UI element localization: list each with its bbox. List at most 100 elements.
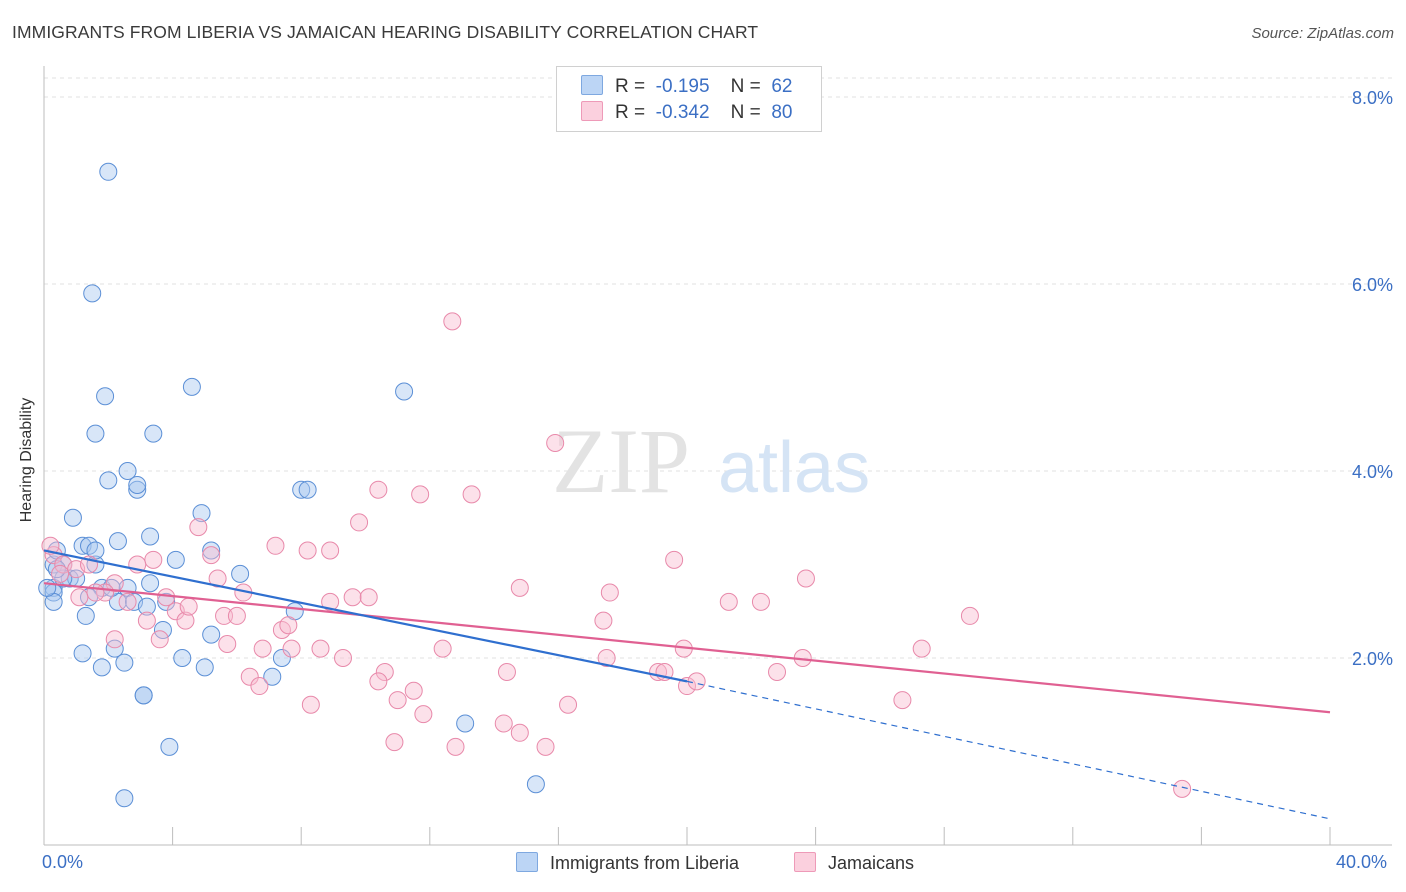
jamaican-point	[369, 672, 388, 691]
liberia-point	[173, 649, 192, 667]
legend-swatch-jamaicans	[794, 852, 816, 872]
liberia-point	[86, 424, 105, 443]
jamaican-point	[559, 695, 578, 714]
liberia-point	[298, 480, 317, 499]
y-tick-label: 2.0%	[1352, 649, 1393, 669]
jamaican-point	[150, 630, 169, 649]
liberia-point	[63, 508, 82, 527]
jamaican-point	[218, 634, 237, 653]
jamaican-point	[960, 606, 979, 625]
jamaican-points	[41, 312, 1192, 798]
jamaican-point	[208, 569, 227, 588]
jamaican-point	[105, 630, 124, 649]
x-min-label: 0.0%	[42, 852, 84, 872]
jamaican-point	[250, 677, 269, 696]
legend-label-jamaicans: Jamaicans	[828, 853, 915, 873]
jamaican-point	[298, 541, 317, 560]
jamaican-point	[311, 639, 330, 658]
jamaican-point	[144, 550, 163, 569]
liberia-point	[108, 532, 127, 551]
correlation-legend: R = -0.195 N = 62 R = -0.342 N = 80	[556, 66, 822, 132]
jamaican-point	[215, 606, 234, 625]
series-legend: Immigrants from Liberia Jamaicans	[0, 852, 1406, 878]
jamaican-point	[105, 574, 124, 593]
jamaican-point	[751, 592, 770, 611]
legend-row-liberia: R = -0.195 N = 62	[581, 75, 792, 101]
watermark-atlas: atlas	[718, 428, 870, 508]
y-tick-labels: 2.0% 4.0% 6.0% 8.0%	[1352, 88, 1393, 669]
r-value-jamaicans: -0.342	[655, 102, 710, 123]
liberia-point	[118, 462, 137, 480]
jamaican-point	[687, 672, 706, 691]
n-value-liberia: 62	[771, 76, 793, 97]
jamaican-point	[369, 480, 388, 499]
jamaican-point	[70, 588, 89, 607]
liberia-point	[141, 574, 160, 593]
legend-swatch-jamaicans	[581, 101, 603, 121]
jamaican-point	[446, 737, 465, 756]
liberia-point	[115, 789, 134, 808]
n-label: N =	[730, 76, 761, 97]
jamaican-point	[282, 639, 301, 658]
x-max-label: 40.0%	[1336, 852, 1388, 872]
n-label: N =	[730, 102, 761, 123]
jamaican-point	[414, 705, 433, 724]
jamaican-point	[912, 639, 931, 658]
liberia-points	[38, 162, 545, 808]
jamaican-point	[385, 733, 404, 752]
n-value-jamaicans: 80	[771, 102, 793, 123]
liberia-point	[153, 620, 172, 639]
jamaican-point	[443, 312, 462, 331]
liberia-point	[115, 653, 134, 672]
jamaican-point	[321, 541, 340, 560]
jamaican-point	[597, 649, 616, 667]
jamaican-point	[189, 518, 208, 537]
liberia-point	[99, 471, 118, 490]
jamaican-point	[433, 639, 452, 658]
liberia-point	[292, 480, 311, 499]
legend-label-liberia: Immigrants from Liberia	[550, 853, 740, 873]
jamaican-point	[137, 611, 156, 630]
jamaican-point	[350, 513, 369, 532]
jamaican-point	[51, 564, 70, 583]
jamaican-point	[665, 550, 684, 569]
liberia-point	[83, 284, 102, 303]
liberia-point	[456, 714, 475, 733]
liberia-point	[80, 536, 99, 555]
liberia-point	[202, 625, 221, 644]
liberia-point	[526, 775, 545, 794]
liberia-point	[231, 564, 250, 583]
liberia-point	[76, 606, 95, 625]
jamaican-point	[301, 695, 320, 714]
liberia-point	[272, 649, 291, 667]
jamaican-point	[359, 588, 378, 607]
jamaican-point	[333, 649, 352, 667]
jamaican-point	[600, 583, 619, 602]
jamaican-point	[179, 597, 198, 616]
jamaican-point	[202, 546, 221, 565]
watermark-zip: ZIP	[552, 410, 690, 512]
chart-title: IMMIGRANTS FROM LIBERIA VS JAMAICAN HEAR…	[12, 22, 759, 42]
jamaican-point	[510, 578, 529, 597]
r-value-liberia: -0.195	[655, 76, 710, 97]
source-label: Source: ZipAtlas.com	[1251, 25, 1394, 42]
jamaican-point	[375, 663, 394, 682]
jamaican-point	[1173, 779, 1192, 798]
liberia-point	[141, 527, 160, 546]
r-label: R =	[615, 76, 646, 97]
jamaican-point	[321, 592, 340, 611]
liberia-point	[38, 578, 57, 597]
jamaican-point	[253, 639, 272, 658]
axes	[43, 66, 1392, 846]
jamaican-point	[510, 723, 529, 742]
jamaican-point	[86, 583, 105, 602]
y-axis-label: Hearing Disability	[18, 397, 35, 523]
jamaican-point	[768, 663, 787, 682]
liberia-point	[166, 550, 185, 569]
y-tick-label: 6.0%	[1352, 275, 1393, 295]
jamaican-point	[118, 592, 137, 611]
liberia-point	[263, 667, 282, 686]
liberia-point	[128, 476, 147, 495]
jamaican-point	[266, 536, 285, 555]
